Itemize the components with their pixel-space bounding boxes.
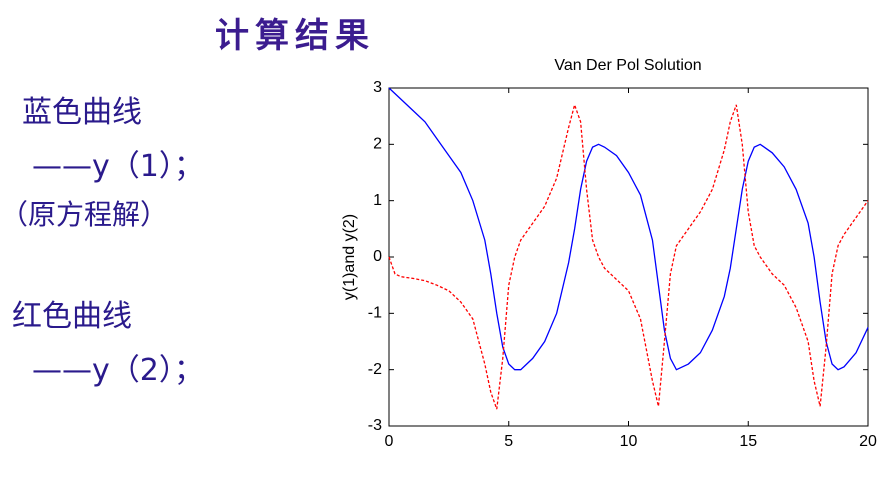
y-tick-label: 3	[373, 79, 382, 96]
y-tick-label: -1	[368, 305, 382, 322]
x-tick-label: 15	[739, 433, 757, 450]
y-tick-label: 0	[373, 248, 382, 265]
y-tick-label: -2	[368, 361, 382, 378]
y-tick-label: 1	[373, 192, 382, 209]
chart-title: Van Der Pol Solution	[554, 57, 701, 74]
slide-title: 计算结果	[215, 16, 375, 56]
note: ——y（2）；	[32, 353, 204, 388]
y-axis-label: y(1)and y(2)	[341, 214, 358, 300]
data-line	[388, 102, 869, 410]
x-tick-label: 0	[385, 433, 394, 450]
plot-frame	[388, 87, 869, 427]
note: 红色曲线	[12, 299, 132, 334]
y-tick-label: 2	[373, 136, 382, 153]
note: ——y（1）；	[32, 149, 204, 184]
x-tick-label: 5	[504, 433, 513, 450]
x-tick-label: 20	[859, 433, 877, 450]
x-tick-label: 10	[620, 433, 638, 450]
note: （原方程解）	[0, 198, 169, 231]
data-line	[388, 87, 869, 371]
note: 蓝色曲线	[22, 95, 142, 130]
y-tick-label: -3	[368, 417, 382, 434]
